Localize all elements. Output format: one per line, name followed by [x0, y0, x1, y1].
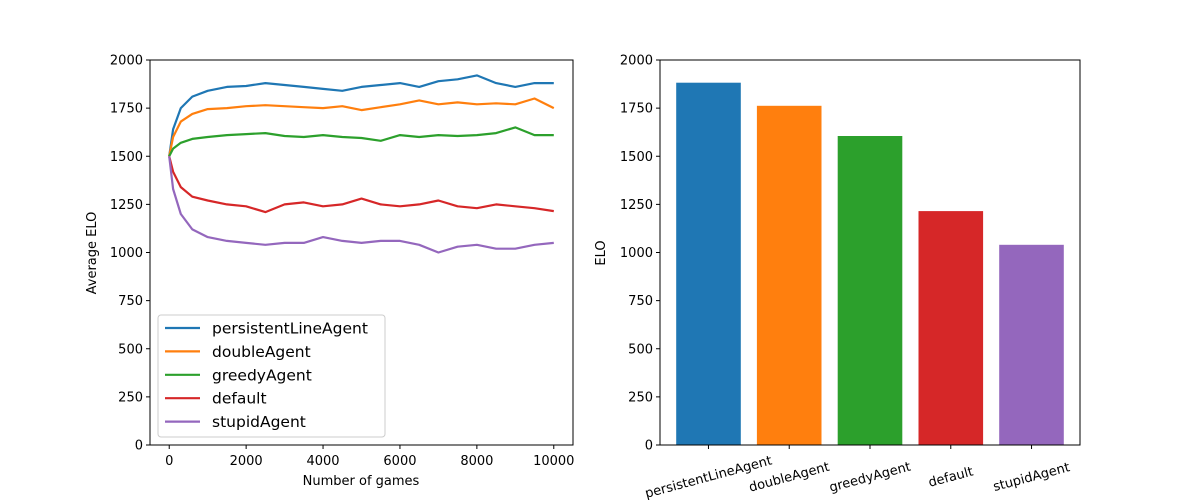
bar-default — [918, 211, 984, 445]
bar-persistentLineAgent — [676, 82, 741, 445]
x-tick-label: 4000 — [306, 454, 339, 469]
y-tick-label: 500 — [118, 342, 143, 357]
line-chart-x-ticks: 0 2000 4000 6000 8000 10000 — [165, 445, 574, 469]
x-tick-label: 8000 — [460, 454, 493, 469]
legend-label-greedyAgent: greedyAgent — [212, 366, 312, 384]
line-chart-legend: persistentLineAgent doubleAgent greedyAgen… — [157, 314, 386, 438]
line-chart-x-axis-label: Number of games — [303, 474, 420, 489]
y-tick-label: 1500 — [620, 150, 653, 165]
y-tick-label: 250 — [628, 390, 653, 405]
y-tick-label: 250 — [118, 390, 143, 405]
y-tick-label: 1250 — [620, 198, 653, 213]
line-chart-y-ticks: 0 250 500 750 1000 1250 1500 1750 2000 — [110, 54, 150, 454]
line-chart-series-layer — [168, 74, 555, 254]
y-tick-label: 2000 — [620, 54, 653, 69]
y-tick-label: 2000 — [110, 54, 143, 69]
x-tick-label: 0 — [165, 454, 173, 469]
line-chart-y-axis-label: Average ELO — [85, 212, 100, 295]
line-series-stupidAgent — [168, 156, 554, 254]
legend-items: persistentLineAgent doubleAgent greedyAgen… — [165, 320, 368, 431]
y-tick-label: 1500 — [110, 150, 143, 165]
y-tick-label: 750 — [628, 294, 653, 309]
x-tick-label: 6000 — [383, 454, 416, 469]
legend-label-default: default — [212, 390, 267, 408]
legend-label-stupidAgent: stupidAgent — [212, 413, 306, 431]
x-tick-label: 10000 — [533, 454, 574, 469]
line-series-persistentLineAgent — [168, 74, 554, 157]
y-tick-label: 1000 — [620, 246, 653, 261]
y-tick-label: 1750 — [620, 102, 653, 117]
bar-stupidAgent — [999, 244, 1064, 445]
y-tick-label: 1000 — [110, 246, 143, 261]
legend-label-doubleAgent: doubleAgent — [212, 343, 311, 361]
bar-doubleAgent — [756, 105, 822, 446]
bar-chart-y-ticks: 0 250 500 750 1000 1250 1500 1750 2000 — [620, 54, 660, 454]
y-tick-label: 750 — [118, 294, 143, 309]
line-chart-panel: 0 250 500 750 1000 1250 1500 1750 2000 0 2000 4000… — [85, 54, 574, 490]
bar-chart-y-axis-label: ELO — [594, 240, 609, 265]
legend-box — [157, 314, 386, 438]
y-tick-label: 1250 — [110, 198, 143, 213]
y-tick-label: 0 — [645, 439, 653, 454]
y-tick-label: 500 — [628, 342, 653, 357]
line-series-default — [168, 156, 554, 214]
y-tick-label: 1750 — [110, 102, 143, 117]
y-tick-label: 0 — [135, 439, 143, 454]
bar-greedyAgent — [837, 136, 903, 445]
line-series-doubleAgent — [168, 97, 555, 157]
bar-chart-bars-layer — [676, 82, 1064, 446]
legend-label-persistentLineAgent: persistentLineAgent — [212, 320, 368, 338]
line-series-greedyAgent — [168, 126, 554, 157]
x-tick-label: 2000 — [230, 454, 263, 469]
